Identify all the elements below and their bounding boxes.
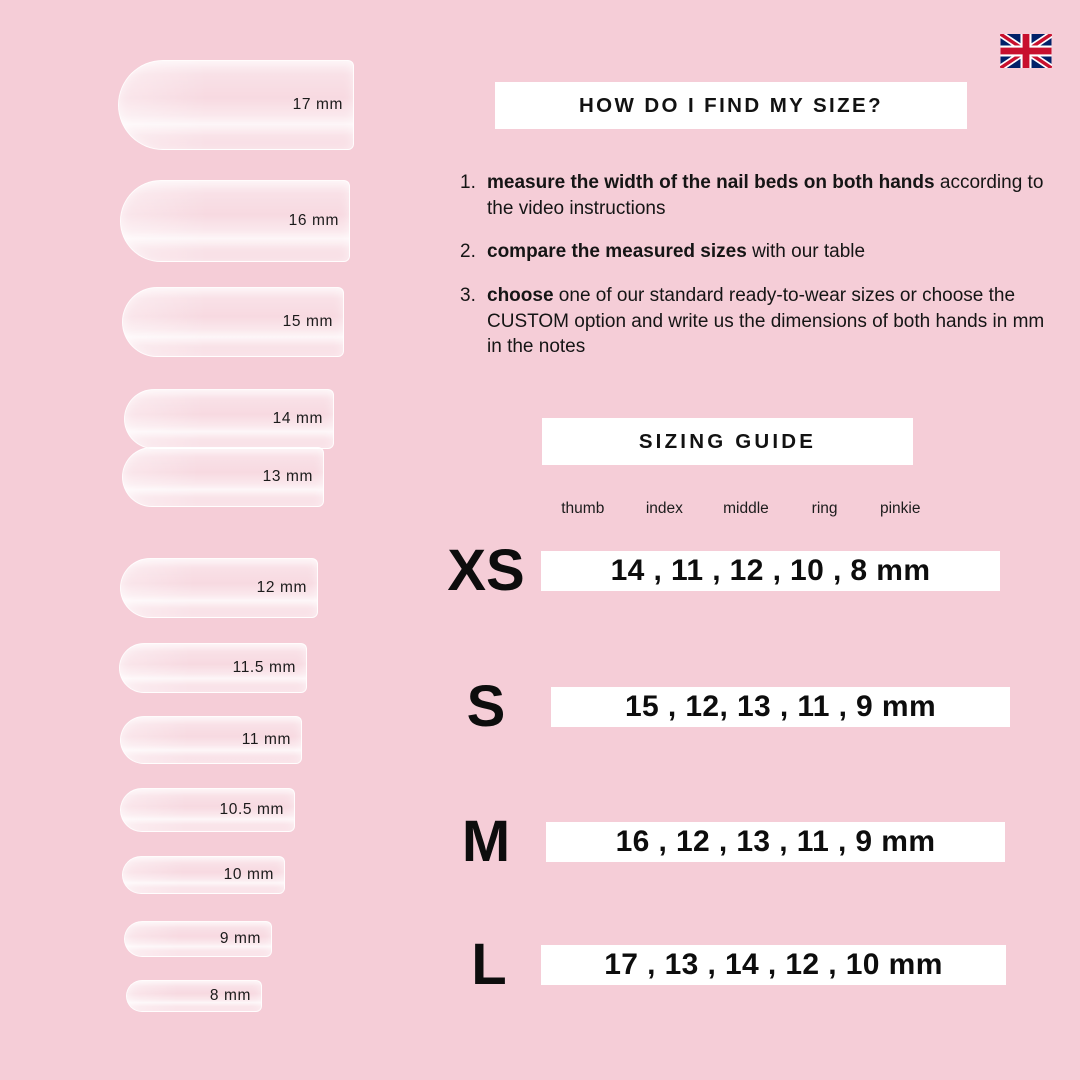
size-label: L: [471, 932, 507, 997]
size-measurements: 14 , 11 , 12 , 10 , 8 mm: [541, 551, 1000, 591]
finger-header-pinkie: pinkie: [879, 500, 921, 517]
instruction-text: choose one of our standard ready-to-wear…: [487, 283, 1060, 360]
finger-column-headers: thumb index middle ring pinkie: [540, 500, 940, 518]
nail-tip-label: 16 mm: [288, 212, 339, 229]
finger-header-thumb: thumb: [561, 500, 605, 517]
size-measurements: 17 , 13 , 14 , 12 , 10 mm: [541, 945, 1006, 985]
size-label: S: [466, 674, 506, 739]
instruction-number: 1.: [460, 172, 476, 193]
nail-tip-label: 10.5 mm: [219, 801, 284, 818]
size-label: XS: [447, 538, 525, 603]
nail-tip: 13 mm: [122, 447, 324, 507]
instruction-item: 2. compare the measured sizes with our ta…: [460, 239, 1060, 265]
nail-tip: 14 mm: [124, 389, 334, 449]
nail-tip-label: 10 mm: [223, 866, 274, 883]
instruction-emphasis: compare the measured sizes: [487, 241, 747, 263]
nail-tip: 9 mm: [124, 921, 272, 957]
instruction-text: compare the measured sizes with our tabl…: [487, 239, 865, 265]
instruction-rest: with our table: [746, 241, 866, 263]
nail-tip-label: 15 mm: [282, 313, 333, 330]
nail-tip-label: 14 mm: [272, 410, 323, 427]
nail-tip: 17 mm: [118, 60, 354, 150]
instruction-rest: according to the video instructions: [487, 172, 1044, 219]
right-content-column: HOW DO I FIND MY SIZE? 1. measure the wid…: [420, 0, 1080, 1080]
nail-tip: 16 mm: [120, 180, 350, 262]
finger-header-middle: middle: [723, 500, 769, 517]
size-row: S 15 , 12, 13 , 11 , 9 mm: [420, 678, 1010, 736]
size-row: L 17 , 13 , 14 , 12 , 10 mm: [420, 936, 1006, 994]
nail-tip: 11 mm: [120, 716, 302, 764]
size-row: XS 14 , 11 , 12 , 10 , 8 mm: [420, 542, 1000, 600]
nail-tip: 8 mm: [126, 980, 262, 1012]
instruction-item: 3. choose one of our standard ready-to-we…: [460, 283, 1060, 360]
size-row: M 16 , 12 , 13 , 11 , 9 mm: [420, 813, 1005, 871]
nail-tip-label: 13 mm: [262, 468, 313, 485]
instruction-rest: one of our standard ready-to-wear sizes …: [487, 284, 1045, 358]
size-measurements: 16 , 12 , 13 , 11 , 9 mm: [546, 822, 1005, 862]
howto-title: HOW DO I FIND MY SIZE?: [578, 93, 884, 117]
nail-tip: 11.5 mm: [119, 643, 307, 693]
instruction-emphasis: measure the width of the nail beds on bo…: [487, 172, 935, 193]
sizing-guide-title: SIZING GUIDE: [638, 429, 817, 453]
nail-tip-chart: 17 mm 16 mm 15 mm 14 mm 13 mm 12 mm 11.5 mm 11 …: [0, 0, 420, 1080]
nail-tip-label: 11 mm: [241, 731, 291, 748]
instruction-emphasis: choose: [487, 284, 554, 306]
howto-title-box: HOW DO I FIND MY SIZE?: [495, 82, 967, 129]
instruction-number: 2.: [460, 241, 476, 263]
nail-tip-label: 17 mm: [292, 96, 343, 113]
nail-tip-label: 12 mm: [256, 579, 307, 596]
nail-tip: 10 mm: [122, 856, 285, 894]
nail-tip-label: 9 mm: [219, 930, 261, 947]
sizing-guide-title-box: SIZING GUIDE: [542, 418, 913, 465]
nail-tip: 10.5 mm: [120, 788, 295, 832]
size-measurements: 15 , 12, 13 , 11 , 9 mm: [551, 687, 1010, 727]
finger-header-index: index: [645, 500, 683, 517]
nail-tip: 12 mm: [120, 558, 318, 618]
instruction-item: 1. measure the width of the nail beds on …: [460, 170, 1060, 221]
instructions-list: 1. measure the width of the nail beds on …: [460, 170, 1060, 378]
instruction-text: measure the width of the nail beds on bo…: [487, 170, 1060, 221]
nail-tip-label: 11.5 mm: [232, 659, 296, 676]
size-label: M: [461, 809, 511, 874]
nail-tip-label: 8 mm: [209, 987, 251, 1004]
finger-header-ring: ring: [811, 500, 838, 517]
uk-flag-icon: [1000, 34, 1052, 68]
instruction-number: 3.: [460, 284, 476, 306]
nail-tip: 15 mm: [122, 287, 344, 357]
